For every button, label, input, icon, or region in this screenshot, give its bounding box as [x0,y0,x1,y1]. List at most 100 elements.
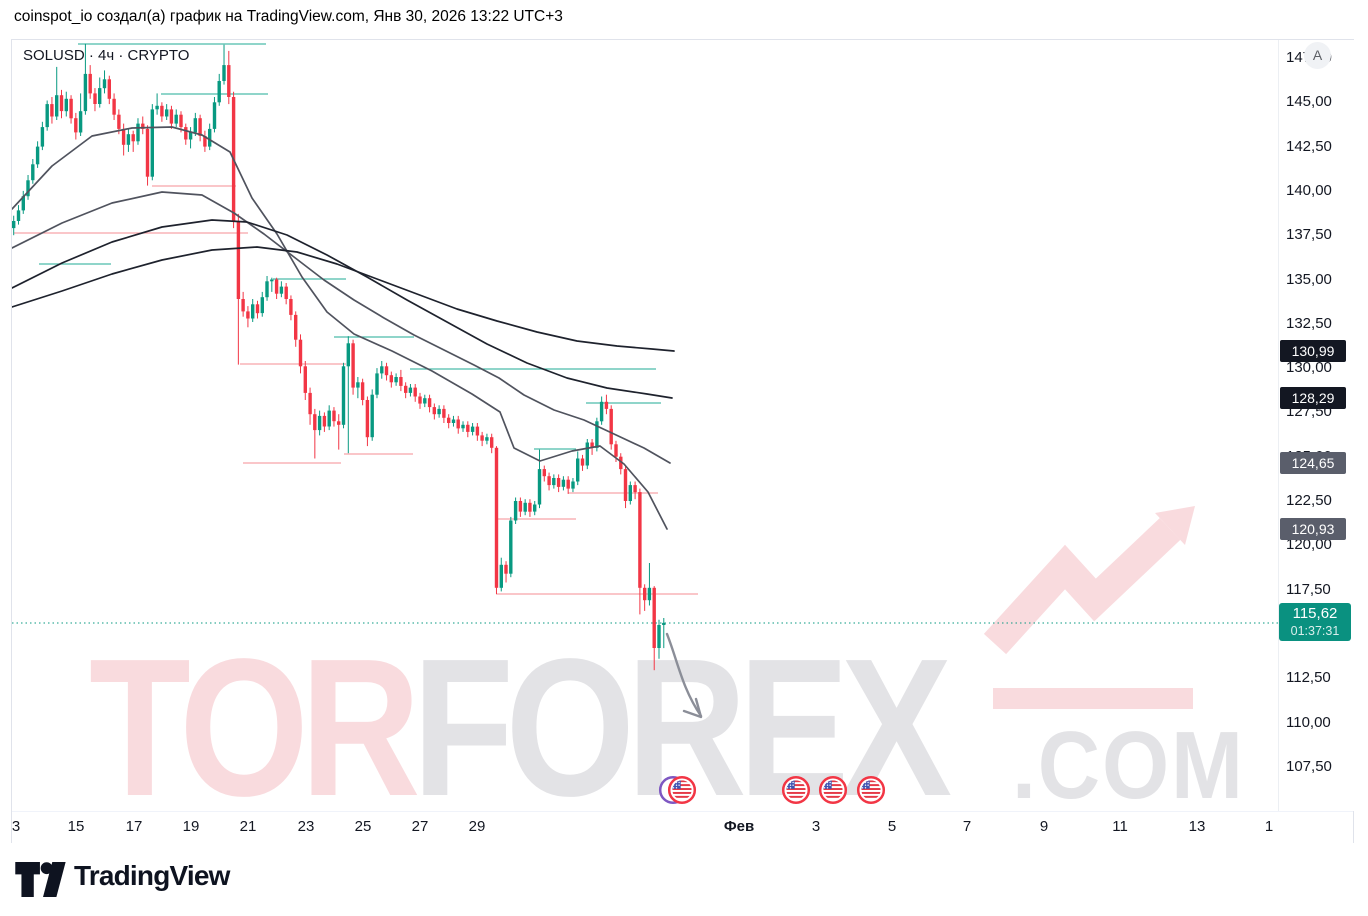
candle-body [528,502,532,512]
time-tick-label: 1 [1264,818,1274,835]
price-tick-label: 112,50 [1286,669,1331,686]
symbol-legend[interactable]: SOLUSD · 4ч · CRYPTO [23,47,190,64]
time-tick-label: 11 [1112,818,1128,835]
candle-body [337,421,341,425]
price-axis[interactable]: 147,50145,00142,50140,00137,50135,00132,… [1278,40,1354,811]
time-tick-label: Фев [723,818,755,835]
drawn-arrow-head[interactable] [682,697,703,719]
candle-body [294,314,298,340]
candle-body [619,456,623,470]
time-tick-label: 27 [411,818,429,835]
candle-body [346,343,350,367]
time-tick-label: 3 [811,818,821,835]
candle-body [470,426,475,432]
candle-body [74,118,78,133]
attribution-text: coinspot_io создал(а) график на TradingV… [14,8,563,25]
candle-body [542,469,546,477]
candle-body [523,502,527,512]
price-tick-label: 130,00 [1286,359,1332,376]
candle-body [427,398,432,408]
price-chart[interactable] [12,40,1278,811]
candle-body [628,485,632,501]
price-tick-label: 145,00 [1286,93,1332,110]
candle-body [26,180,30,197]
candle-body [509,520,513,574]
economic-event-us-flag-icon[interactable] [667,775,697,805]
ma-value-badge: 120,93 [1280,518,1346,540]
price-tick-label: 140,00 [1286,182,1332,199]
time-axis[interactable]: 3 15 17 19 21 23 25 27 29 Фев 3 5 7 9 11 13 1 [12,811,1353,845]
watermark-underline-bar [993,688,1193,709]
candle-body [595,421,599,448]
candle-body [447,417,451,423]
drawn-arrow-annotation[interactable] [665,632,703,718]
candle-body [404,385,408,393]
ma-mid-line [12,191,671,464]
price-tick-label: 132,50 [1286,315,1332,332]
candle-body [513,501,518,521]
candle-body [246,311,250,319]
candle-body [332,410,336,422]
ma-slowest-line [12,246,675,352]
candle-body [102,79,107,89]
time-tick-label: 21 [239,818,257,835]
candle-body [136,123,140,142]
candle-body [432,407,436,415]
candle-body [356,382,360,388]
candle-body [389,375,393,383]
candle-body [533,504,537,512]
candle-body [351,343,355,388]
ma-value-badge: 128,29 [1280,387,1346,409]
price-tick-label: 135,00 [1286,271,1332,288]
candle-body [270,279,274,282]
candle-body [494,447,499,588]
economic-event-us-flag-icon[interactable] [781,775,811,805]
candle-body [265,281,269,298]
candle-body [155,105,159,110]
candle-body [179,114,183,128]
candle-body [313,414,317,431]
candle-body [169,109,174,124]
candle-body [662,622,666,625]
candle-body [552,478,556,486]
candle-body [217,81,221,103]
candle-body [150,109,154,177]
candle-body [174,114,178,124]
economic-event-us-flag-icon[interactable] [818,775,848,805]
candle-body [98,88,102,104]
candle-body [69,98,73,119]
candle-body [59,95,64,112]
candle-body [236,221,241,299]
time-tick-label: 7 [962,818,972,835]
candle-body [657,625,661,648]
time-tick-label: 13 [1188,818,1206,835]
candle-body [633,485,637,493]
candle-body [571,481,575,489]
candle-body [40,127,45,147]
candle-body [298,339,303,367]
tradingview-wordmark[interactable]: TradingView [74,860,230,891]
price-tick-label: 142,50 [1286,138,1332,155]
time-tick-label: 29 [468,818,486,835]
bar-countdown: 01:37:31 [1290,624,1340,638]
candles [12,43,666,671]
candle-body [203,136,207,147]
candle-body [284,286,288,299]
economic-event-us-flag-icon[interactable] [856,775,886,805]
candle-body [126,134,131,145]
candle-body [561,479,566,487]
tradingview-logo-icon[interactable] [15,862,69,899]
candle-body [184,127,188,140]
candle-body [394,377,398,383]
candle-body [289,299,293,315]
time-tick-label: 25 [354,818,372,835]
candle-body [35,146,40,165]
ma-fast-line [12,126,668,530]
time-tick-label: 9 [1039,818,1049,835]
candle-body [322,415,327,427]
axis-settings-button[interactable]: A [1304,42,1331,69]
ma-value-badge: 130,99 [1280,340,1346,362]
candle-body [55,95,59,117]
candle-body [93,93,97,104]
time-tick-label: 5 [887,818,897,835]
